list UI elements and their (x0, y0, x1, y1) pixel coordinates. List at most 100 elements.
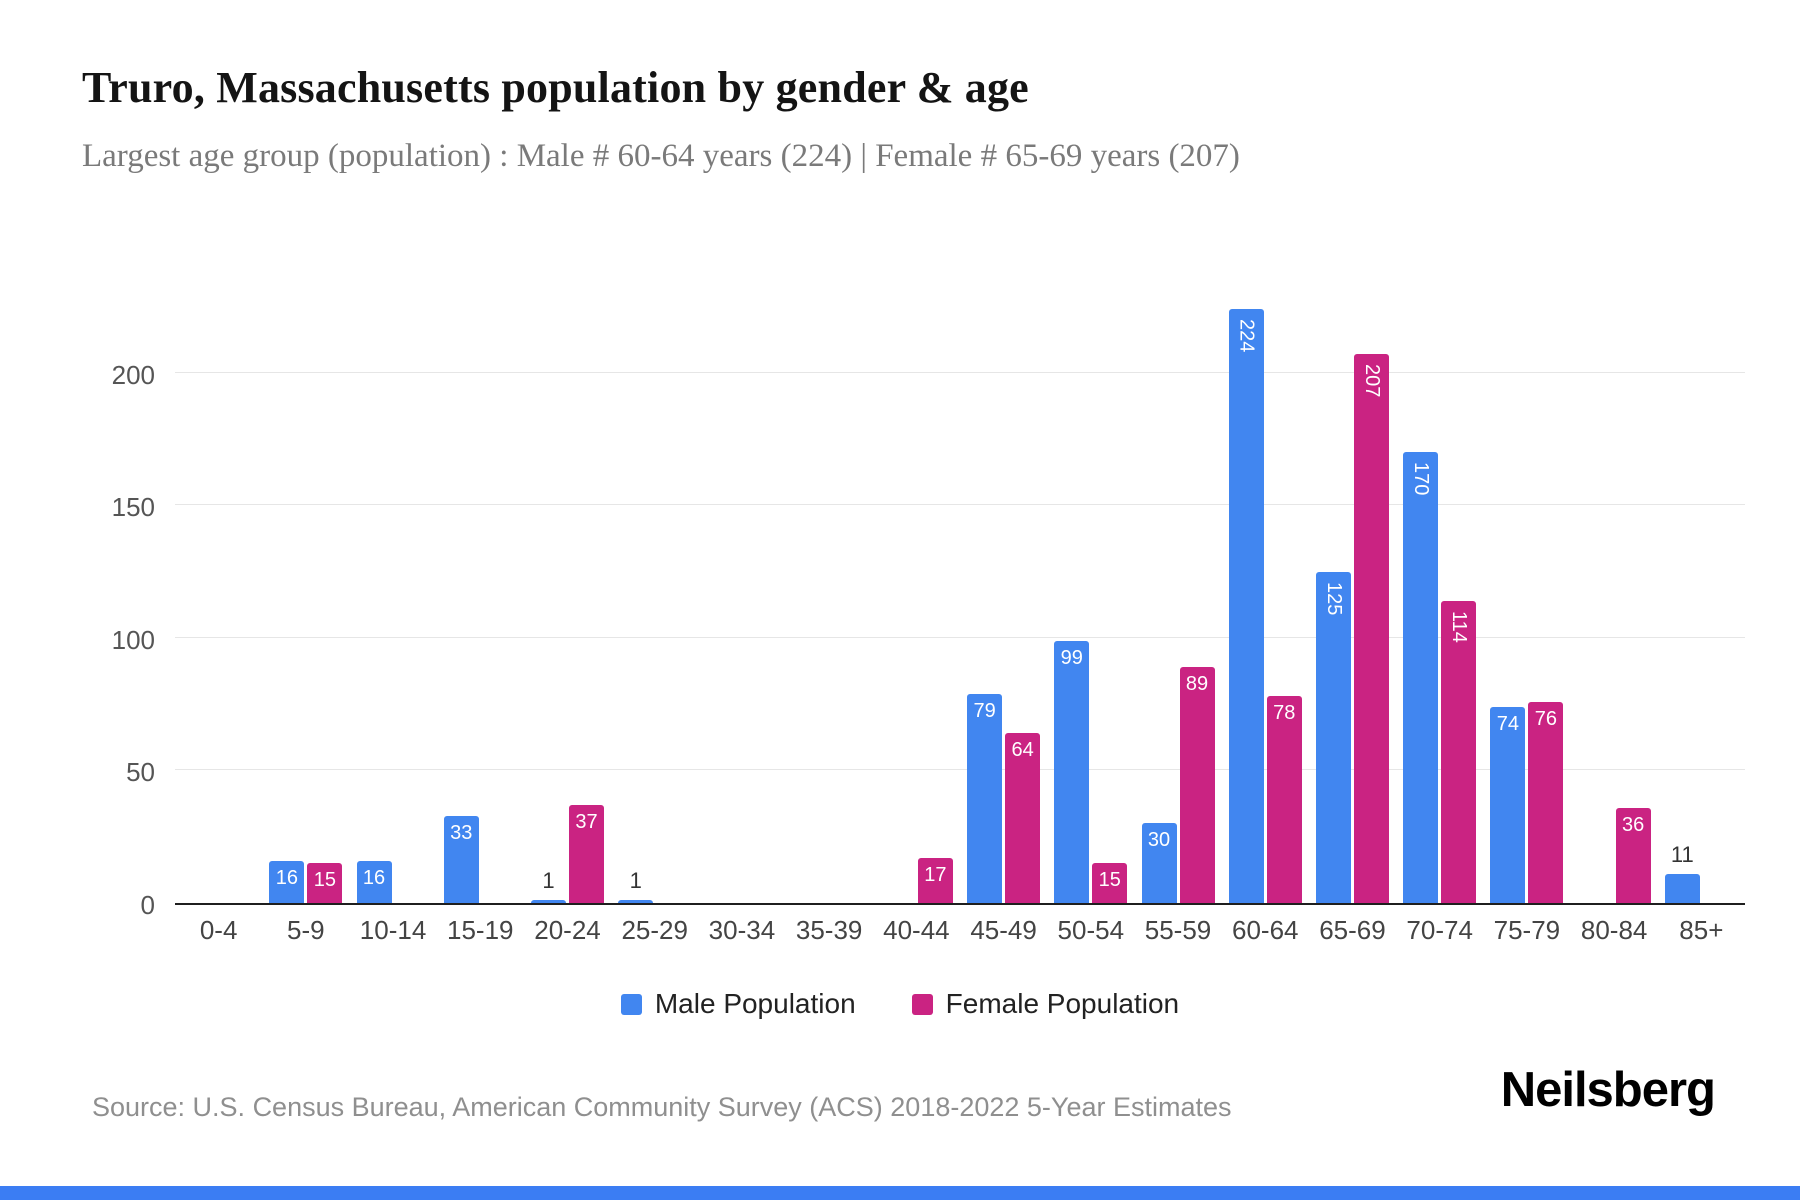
chart-subtitle: Largest age group (population) : Male # … (82, 138, 1240, 174)
x-tick-label: 25-29 (621, 915, 688, 945)
bar-female: 78 (1266, 696, 1302, 903)
legend-item-female[interactable]: Female Population (911, 988, 1180, 1020)
x-tick-label: 40-44 (883, 915, 950, 945)
chart-title: Truro, Massachusetts population by gende… (82, 63, 1029, 112)
bar-group: 79 64 45-49 (960, 280, 1047, 945)
y-tick-label: 200 (111, 359, 155, 390)
bar-group: 30-34 (698, 280, 785, 945)
legend-swatch-male (620, 993, 642, 1015)
bar-female: 76 (1528, 701, 1564, 903)
x-tick-label: 45-49 (970, 915, 1037, 945)
bar-value-label: 11 (1670, 841, 1694, 867)
bar-male: 79 (967, 693, 1003, 903)
x-tick-label: 75-79 (1493, 915, 1561, 945)
bar-male: 125 (1315, 571, 1351, 903)
bar-group: 16 15 5-9 (262, 280, 349, 945)
bar-value-label: 16 (362, 866, 386, 889)
bar-female: 15 (307, 863, 343, 903)
x-tick-label: 85+ (1679, 915, 1724, 945)
bar-female: 36 (1615, 807, 1651, 903)
y-tick-label: 50 (126, 757, 155, 788)
legend-item-male[interactable]: Male Population (620, 988, 856, 1020)
brand-logo: Neilsberg (1500, 1063, 1716, 1117)
bar-value-label: 89 (1185, 673, 1209, 696)
legend: Male Population Female Population (0, 988, 1800, 1020)
y-tick-label: 150 (111, 492, 155, 523)
bar-value-label: 1 (629, 868, 642, 894)
gridline (175, 371, 1745, 373)
x-tick-label: 65-69 (1319, 915, 1386, 945)
bar-male: 30 (1141, 823, 1177, 903)
bar-group: 33 15-19 (437, 280, 524, 945)
bar-group: 1 25-29 (611, 280, 698, 945)
bar-group: 11 85+ (1658, 280, 1745, 945)
bar-group: 1 37 20-24 (524, 280, 611, 945)
gridline (175, 636, 1745, 638)
y-axis: 0 50 100 150 200 (95, 280, 165, 920)
x-tick-label: 15-19 (447, 915, 514, 945)
legend-label-male: Male Population (654, 988, 856, 1019)
bar-group: 74 76 75-79 (1483, 280, 1570, 945)
bar-male: 16 (269, 860, 305, 903)
x-tick-label: 35-39 (795, 915, 863, 945)
bar-female: 114 (1441, 600, 1477, 903)
bar-male: 33 (443, 815, 479, 903)
bar-group: 99 15 50-54 (1047, 280, 1134, 945)
x-tick-label: 50-54 (1057, 915, 1125, 945)
x-tick-label: 30-34 (708, 915, 776, 945)
bar-male: 170 (1403, 452, 1439, 903)
bar-group: 16 10-14 (349, 280, 436, 945)
bar-value-label: 16 (275, 866, 298, 889)
bar-group: 17 40-44 (873, 280, 960, 945)
bar-value-label: 224 (1235, 319, 1258, 353)
bar-value-label: 33 (450, 821, 473, 844)
bar-value-label: 15 (1098, 869, 1121, 892)
x-tick-label: 60-64 (1231, 915, 1299, 945)
x-tick-label: 70-74 (1406, 915, 1473, 945)
bar-value-label: 76 (1534, 707, 1558, 730)
legend-label-female: Female Population (945, 988, 1180, 1019)
bar-value-label: 36 (1621, 813, 1645, 836)
bar-value-label: 1 (542, 868, 555, 894)
bar-group: 125 207 65-69 (1309, 280, 1396, 945)
bar-male: 99 (1054, 640, 1090, 903)
x-tick-label: 20-24 (534, 915, 601, 945)
bar-female: 37 (568, 804, 604, 903)
x-tick-label: 55-59 (1144, 915, 1212, 945)
legend-swatch-female (911, 993, 933, 1015)
bar-group: 36 80-84 (1571, 280, 1658, 945)
bar-group: 0-4 (175, 280, 262, 945)
bar-value-label: 125 (1322, 581, 1345, 615)
bar-female: 89 (1179, 667, 1215, 903)
bar-female: 15 (1092, 863, 1128, 903)
bottom-accent-bar (0, 1186, 1800, 1200)
bar-value-label: 30 (1147, 829, 1171, 852)
bar-group: 35-39 (786, 280, 873, 945)
bar-value-label: 37 (575, 810, 598, 833)
bar-value-label: 15 (313, 869, 336, 892)
x-tick-label: 0-4 (199, 915, 238, 945)
bar-female: 207 (1353, 354, 1389, 903)
bar-male: 74 (1490, 706, 1526, 903)
bar-male (618, 900, 654, 903)
bar-value-label: 99 (1060, 646, 1083, 669)
bar-male: 224 (1228, 309, 1264, 903)
bar-female: 64 (1005, 733, 1041, 903)
x-tick-label: 10-14 (359, 915, 427, 945)
bar-value-label: 79 (973, 699, 996, 722)
bar-value-label: 78 (1273, 702, 1296, 725)
bar-male (1664, 873, 1700, 903)
y-tick-label: 100 (111, 624, 155, 655)
plot-area: 0-4 16 15 5-9 16 10-14 33 15-19 1 37 20-24 1 25-29 30… (175, 280, 1745, 945)
bar-value-label: 170 (1410, 462, 1433, 496)
bar-groups: 0-4 16 15 5-9 16 10-14 33 15-19 1 37 20-24 1 25-29 30… (175, 280, 1745, 945)
x-tick-label: 5-9 (287, 915, 325, 945)
chart-area: 0 50 100 150 200 0-4 16 15 5-9 16 10-14 33 15-19 1 37… (95, 280, 1745, 945)
gridline (175, 504, 1745, 506)
source-text: Source: U.S. Census Bureau, American Com… (92, 1092, 1232, 1122)
bar-group: 30 89 55-59 (1134, 280, 1221, 945)
x-tick-label: 80-84 (1580, 915, 1648, 945)
bar-value-label: 64 (1011, 739, 1034, 762)
bar-value-label: 114 (1448, 610, 1471, 643)
